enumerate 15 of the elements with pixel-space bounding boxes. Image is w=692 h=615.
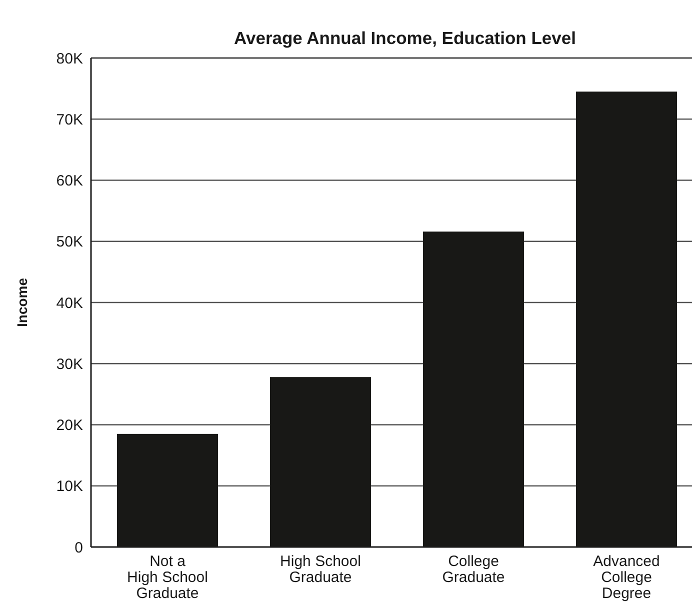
y-tick-label: 70K (56, 111, 83, 128)
y-tick-label: 30K (56, 356, 83, 373)
y-tick-label: 50K (56, 234, 83, 251)
y-axis-title: Income (14, 278, 30, 328)
y-tick-label: 80K (56, 50, 83, 68)
x-tick-label: College Graduate (442, 553, 505, 586)
x-tick-label: Advanced College Degree (593, 553, 660, 602)
y-tick-label: 60K (56, 172, 83, 190)
y-tick-label: 40K (56, 294, 83, 312)
x-tick-label: Not a High School Graduate (127, 553, 208, 602)
chart-title: Average Annual Income, Education Level (234, 28, 576, 48)
y-tick-label: 10K (56, 478, 83, 496)
y-tick-label: 20K (56, 417, 83, 434)
x-tick-label: High School Graduate (280, 553, 361, 586)
y-tick-label: 0 (74, 539, 83, 556)
